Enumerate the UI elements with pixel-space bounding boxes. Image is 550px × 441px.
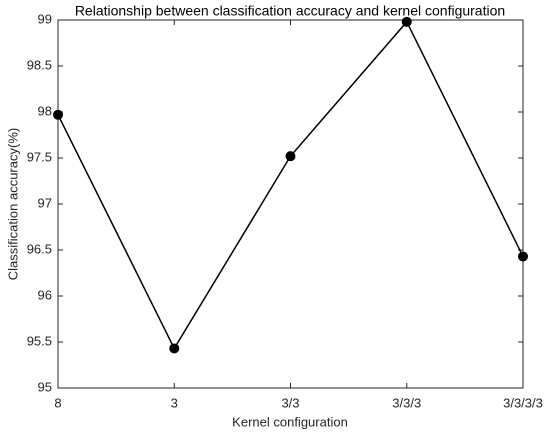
y-tick-label: 95 (38, 379, 52, 394)
y-tick-label: 99 (38, 11, 52, 26)
marker (285, 151, 296, 162)
y-tick-label: 98.5 (27, 57, 52, 72)
x-tick-label: 3/3/3/3 (503, 395, 543, 410)
y-tick-label: 95.5 (27, 333, 52, 348)
y-tick-label: 97.5 (27, 149, 52, 164)
x-tick-label: 3/3 (281, 395, 299, 410)
marker (53, 109, 63, 120)
marker (518, 251, 528, 262)
marker (169, 343, 180, 354)
x-tick-label: 3 (171, 395, 178, 410)
y-tick-label: 96 (38, 287, 52, 302)
marker (401, 16, 412, 27)
y-tick-label: 96.5 (27, 241, 52, 256)
y-tick-label: 98 (38, 103, 52, 118)
y-axis-label: Classification accuracy(%) (5, 128, 20, 280)
y-tick-label: 97 (38, 195, 52, 210)
chart-title: Relationship between classification accu… (75, 3, 505, 19)
x-tick-label: 3/3/3 (392, 395, 421, 410)
x-tick-label: 8 (54, 395, 61, 410)
x-axis-label: Kernel configuration (232, 414, 348, 429)
